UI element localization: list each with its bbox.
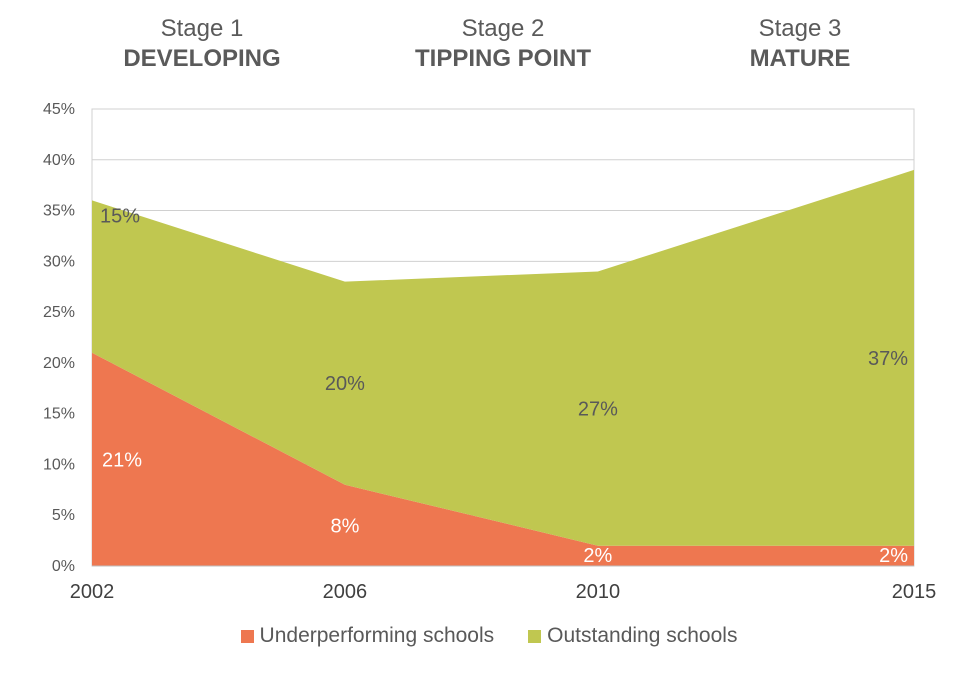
data-label: 21%	[102, 449, 142, 471]
y-tick-label: 0%	[52, 558, 75, 575]
data-label: 2%	[583, 545, 612, 567]
y-tick-label: 35%	[43, 203, 75, 220]
y-tick-label: 5%	[52, 507, 75, 524]
stacked-area-chart: 0% 5% 10% 15% 20% 25% 30% 35% 40% 45% 2002 2006 2010…	[43, 101, 937, 603]
x-tick-label: 2015	[892, 581, 937, 603]
y-tick-label: 25%	[43, 304, 75, 321]
data-label: 15%	[100, 206, 140, 228]
legend-item-underperforming: Underperforming schools	[240, 624, 495, 648]
x-tick-label: 2006	[323, 581, 368, 603]
y-tick-label: 15%	[43, 406, 75, 423]
x-tick-label: 2002	[70, 581, 115, 603]
stage-3-header: Stage 3 MATURE	[680, 14, 920, 74]
y-tick-label: 10%	[43, 456, 75, 473]
stage-name: MATURE	[749, 45, 851, 72]
data-label: 20%	[325, 373, 365, 395]
stage-name: DEVELOPING	[123, 45, 281, 72]
area-outstanding-schools	[92, 169, 914, 546]
data-label: 27%	[578, 399, 618, 421]
stage-2-header: Stage 2 TIPPING POINT	[383, 14, 623, 74]
y-tick-label: 45%	[43, 101, 75, 118]
legend-swatch	[528, 629, 542, 643]
stage-name: TIPPING POINT	[414, 45, 591, 72]
legend-swatch	[240, 629, 254, 643]
data-label: 37%	[868, 348, 908, 370]
data-label: 8%	[330, 515, 359, 537]
y-tick-label: 20%	[43, 355, 75, 372]
x-tick-label: 2010	[576, 581, 621, 603]
data-label: 2%	[879, 545, 908, 567]
y-tick-label: 40%	[43, 152, 75, 169]
stage-1-header: Stage 1 DEVELOPING	[82, 14, 322, 74]
legend-item-outstanding: Outstanding schools	[528, 624, 737, 648]
legend-label: Outstanding schools	[547, 624, 738, 647]
stage-number: Stage 3	[758, 15, 842, 42]
y-tick-label: 30%	[43, 253, 75, 270]
stage-number: Stage 1	[160, 15, 244, 42]
chart-legend: Underperforming schools Outstanding scho…	[0, 624, 978, 648]
stage-number: Stage 2	[461, 15, 545, 42]
area-underperforming-schools	[92, 352, 914, 566]
legend-label: Underperforming schools	[259, 624, 495, 647]
